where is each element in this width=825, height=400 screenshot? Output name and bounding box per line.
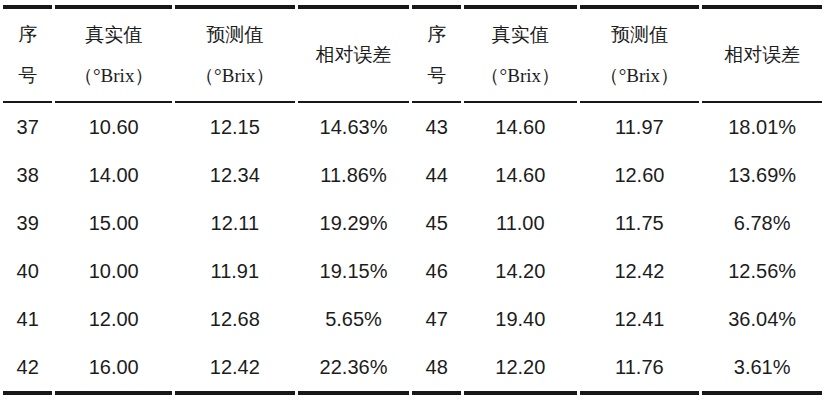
cell-seq: 37: [3, 103, 52, 151]
cell-seq: 46: [412, 247, 461, 295]
cell-error: 36.04%: [702, 295, 822, 343]
header-actual-left: 真实值 （°Brix）: [55, 5, 172, 103]
header-actual-right-line1: 真实值: [492, 22, 549, 48]
table-row: 38 14.00 12.34 11.86% 44 14.60 12.60 13.…: [3, 151, 822, 199]
cell-error: 5.65%: [298, 295, 410, 343]
header-seq-right: 序 号: [412, 5, 461, 103]
cell-predicted: 12.42: [175, 343, 295, 395]
table-row: 40 10.00 11.91 19.15% 46 14.20 12.42 12.…: [3, 247, 822, 295]
cell-error: 22.36%: [298, 343, 410, 395]
cell-predicted: 12.60: [580, 151, 700, 199]
header-predicted-right: 预测值 （°Brix）: [580, 5, 700, 103]
header-predicted-right-line1: 预测值: [611, 22, 668, 48]
header-seq-left: 序 号: [3, 5, 52, 103]
cell-error: 19.29%: [298, 199, 410, 247]
cell-seq: 40: [3, 247, 52, 295]
header-seq-left-line2: 号: [18, 63, 37, 89]
cell-actual: 12.00: [55, 295, 172, 343]
header-error-right: 相对误差: [702, 5, 822, 103]
header-seq-right-line2: 号: [427, 63, 446, 89]
cell-error: 12.56%: [702, 247, 822, 295]
cell-error: 6.78%: [702, 199, 822, 247]
cell-predicted: 12.41: [580, 295, 700, 343]
brix-prediction-table: 序 号 真实值 （°Brix） 预测值 （°Brix） 相对误差: [0, 5, 825, 395]
table-row: 39 15.00 12.11 19.29% 45 11.00 11.75 6.7…: [3, 199, 822, 247]
cell-seq: 41: [3, 295, 52, 343]
table-row: 37 10.60 12.15 14.63% 43 14.60 11.97 18.…: [3, 103, 822, 151]
header-seq-left-line1: 序: [18, 22, 37, 48]
cell-actual: 14.60: [464, 151, 577, 199]
cell-predicted: 12.42: [580, 247, 700, 295]
cell-seq: 43: [412, 103, 461, 151]
cell-seq: 47: [412, 295, 461, 343]
table-row: 42 16.00 12.42 22.36% 48 12.20 11.76 3.6…: [3, 343, 822, 395]
header-row: 序 号 真实值 （°Brix） 预测值 （°Brix） 相对误差: [3, 5, 822, 103]
cell-actual: 16.00: [55, 343, 172, 395]
cell-predicted: 12.34: [175, 151, 295, 199]
cell-predicted: 11.76: [580, 343, 700, 395]
cell-seq: 48: [412, 343, 461, 395]
header-error-right-label: 相对误差: [724, 42, 800, 68]
cell-actual: 12.20: [464, 343, 577, 395]
cell-error: 13.69%: [702, 151, 822, 199]
cell-seq: 44: [412, 151, 461, 199]
header-predicted-left-line1: 预测值: [206, 22, 263, 48]
header-actual-left-line2: （°Brix）: [74, 63, 153, 89]
cell-actual: 11.00: [464, 199, 577, 247]
header-predicted-right-line2: （°Brix）: [600, 63, 679, 89]
cell-predicted: 12.68: [175, 295, 295, 343]
cell-error: 3.61%: [702, 343, 822, 395]
table-row: 41 12.00 12.68 5.65% 47 19.40 12.41 36.0…: [3, 295, 822, 343]
cell-seq: 45: [412, 199, 461, 247]
cell-actual: 14.20: [464, 247, 577, 295]
header-predicted-left-line2: （°Brix）: [195, 63, 274, 89]
cell-seq: 42: [3, 343, 52, 395]
cell-seq: 38: [3, 151, 52, 199]
cell-error: 14.63%: [298, 103, 410, 151]
cell-predicted: 11.75: [580, 199, 700, 247]
cell-seq: 39: [3, 199, 52, 247]
header-predicted-left: 预测值 （°Brix）: [175, 5, 295, 103]
cell-actual: 19.40: [464, 295, 577, 343]
header-error-left-label: 相对误差: [316, 42, 392, 68]
header-actual-right: 真实值 （°Brix）: [464, 5, 577, 103]
cell-actual: 14.00: [55, 151, 172, 199]
cell-actual: 10.00: [55, 247, 172, 295]
cell-error: 18.01%: [702, 103, 822, 151]
cell-error: 19.15%: [298, 247, 410, 295]
header-actual-right-line2: （°Brix）: [481, 63, 560, 89]
cell-actual: 14.60: [464, 103, 577, 151]
header-seq-right-line1: 序: [427, 22, 446, 48]
cell-predicted: 11.91: [175, 247, 295, 295]
header-error-left: 相对误差: [298, 5, 410, 103]
cell-error: 11.86%: [298, 151, 410, 199]
cell-predicted: 12.11: [175, 199, 295, 247]
cell-actual: 10.60: [55, 103, 172, 151]
cell-actual: 15.00: [55, 199, 172, 247]
cell-predicted: 11.97: [580, 103, 700, 151]
header-actual-left-line1: 真实值: [85, 22, 142, 48]
cell-predicted: 12.15: [175, 103, 295, 151]
page: 序 号 真实值 （°Brix） 预测值 （°Brix） 相对误差: [0, 0, 825, 395]
